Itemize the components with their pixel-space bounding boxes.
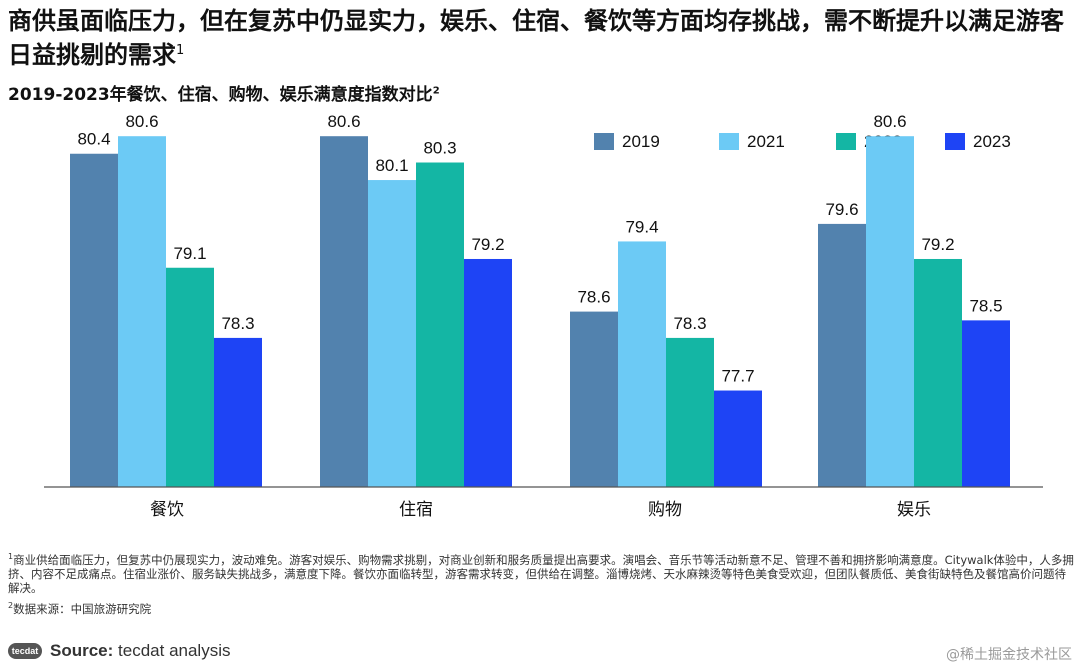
data-label-餐饮-2021: 80.6 xyxy=(125,115,158,131)
data-label-娱乐-2021: 80.6 xyxy=(873,115,906,131)
data-label-娱乐-2019: 79.6 xyxy=(825,200,858,219)
bar-购物-2022 xyxy=(666,337,714,487)
bar-住宿-2023 xyxy=(464,258,512,487)
data-label-购物-2019: 78.6 xyxy=(577,288,610,307)
footnote-2: 2数据来源：中国旅游研究院 xyxy=(8,599,1074,616)
bar-餐饮-2022 xyxy=(166,267,214,487)
footnote-1: 1商业供给面临压力，但复苏中仍展现实力，波动难免。游客对娱乐、购物需求挑剔，对商… xyxy=(8,550,1074,595)
bar-住宿-2019 xyxy=(320,136,368,487)
logo-text: tecdat xyxy=(11,646,39,656)
legend-swatch-2023 xyxy=(945,133,965,150)
data-label-购物-2022: 78.3 xyxy=(673,314,706,333)
data-label-住宿-2019: 80.6 xyxy=(327,115,360,131)
source-line: tecdat Source: tecdat analysis xyxy=(8,640,230,662)
data-label-购物-2021: 79.4 xyxy=(625,217,658,236)
bar-娱乐-2022 xyxy=(914,258,962,487)
data-label-购物-2023: 77.7 xyxy=(721,367,754,386)
bar-住宿-2021 xyxy=(368,180,416,488)
headline-text: 商供虽面临压力，但在复苏中仍显实力，娱乐、住宿、餐饮等方面均存挑战，需不断提升以… xyxy=(8,7,1064,69)
footnote-1-text: 商业供给面临压力，但复苏中仍展现实力，波动难免。游客对娱乐、购物需求挑剔，对商业… xyxy=(8,552,1074,595)
bar-餐饮-2021 xyxy=(118,136,166,487)
bar-餐饮-2019 xyxy=(70,153,118,488)
category-label-购物: 购物 xyxy=(648,500,682,520)
data-label-娱乐-2022: 79.2 xyxy=(921,235,954,254)
source-value: tecdat analysis xyxy=(118,641,231,660)
data-label-餐饮-2023: 78.3 xyxy=(221,314,254,333)
data-label-住宿-2021: 80.1 xyxy=(375,156,408,175)
category-label-餐饮: 餐饮 xyxy=(150,500,184,520)
bar-娱乐-2019 xyxy=(818,223,866,487)
legend-label-2019: 2019 xyxy=(622,132,660,151)
legend-swatch-2022 xyxy=(836,133,856,150)
headline: 商供虽面临压力，但在复苏中仍显实力，娱乐、住宿、餐饮等方面均存挑战，需不断提升以… xyxy=(8,6,1074,70)
source-text: Source: tecdat analysis xyxy=(50,641,230,661)
footnote-2-text: 数据来源：中国旅游研究院 xyxy=(13,601,152,616)
legend-swatch-2021 xyxy=(719,133,739,150)
footnote-1-marker: 1 xyxy=(8,552,14,561)
tecdat-logo: tecdat xyxy=(8,643,42,659)
headline-footnote-marker: 1 xyxy=(176,43,185,58)
data-label-住宿-2022: 80.3 xyxy=(423,139,456,158)
footnotes: 1商业供给面临压力，但复苏中仍展现实力，波动难免。游客对娱乐、购物需求挑剔，对商… xyxy=(8,550,1074,620)
bar-购物-2023 xyxy=(714,390,762,487)
bar-购物-2021 xyxy=(618,241,666,487)
chart-title: 2019-2023年餐饮、住宿、购物、娱乐满意度指数对比2 xyxy=(8,80,440,105)
category-label-住宿: 住宿 xyxy=(399,500,433,520)
source-label: Source: xyxy=(50,641,114,660)
bar-娱乐-2023 xyxy=(962,320,1010,487)
legend-label-2023: 2023 xyxy=(973,132,1011,151)
bar-娱乐-2021 xyxy=(866,136,914,487)
footnote-2-marker: 2 xyxy=(8,600,14,610)
data-label-餐饮-2022: 79.1 xyxy=(173,244,206,263)
legend-swatch-2019 xyxy=(594,133,614,150)
chart-title-text: 2019-2023年餐饮、住宿、购物、娱乐满意度指数对比 xyxy=(8,85,433,105)
legend-label-2021: 2021 xyxy=(747,132,785,151)
bar-购物-2019 xyxy=(570,311,618,487)
bar-餐饮-2023 xyxy=(214,337,262,487)
chart-title-footnote-marker: 2 xyxy=(432,85,440,97)
data-label-餐饮-2019: 80.4 xyxy=(77,130,110,149)
data-label-娱乐-2023: 78.5 xyxy=(969,296,1002,315)
data-label-住宿-2023: 79.2 xyxy=(471,235,504,254)
bar-chart: 201920212022202380.480.679.178.3餐饮80.680… xyxy=(44,115,1043,520)
bar-住宿-2022 xyxy=(416,162,464,487)
category-label-娱乐: 娱乐 xyxy=(897,500,931,520)
watermark: @稀土掘金技术社区 xyxy=(946,647,1072,663)
